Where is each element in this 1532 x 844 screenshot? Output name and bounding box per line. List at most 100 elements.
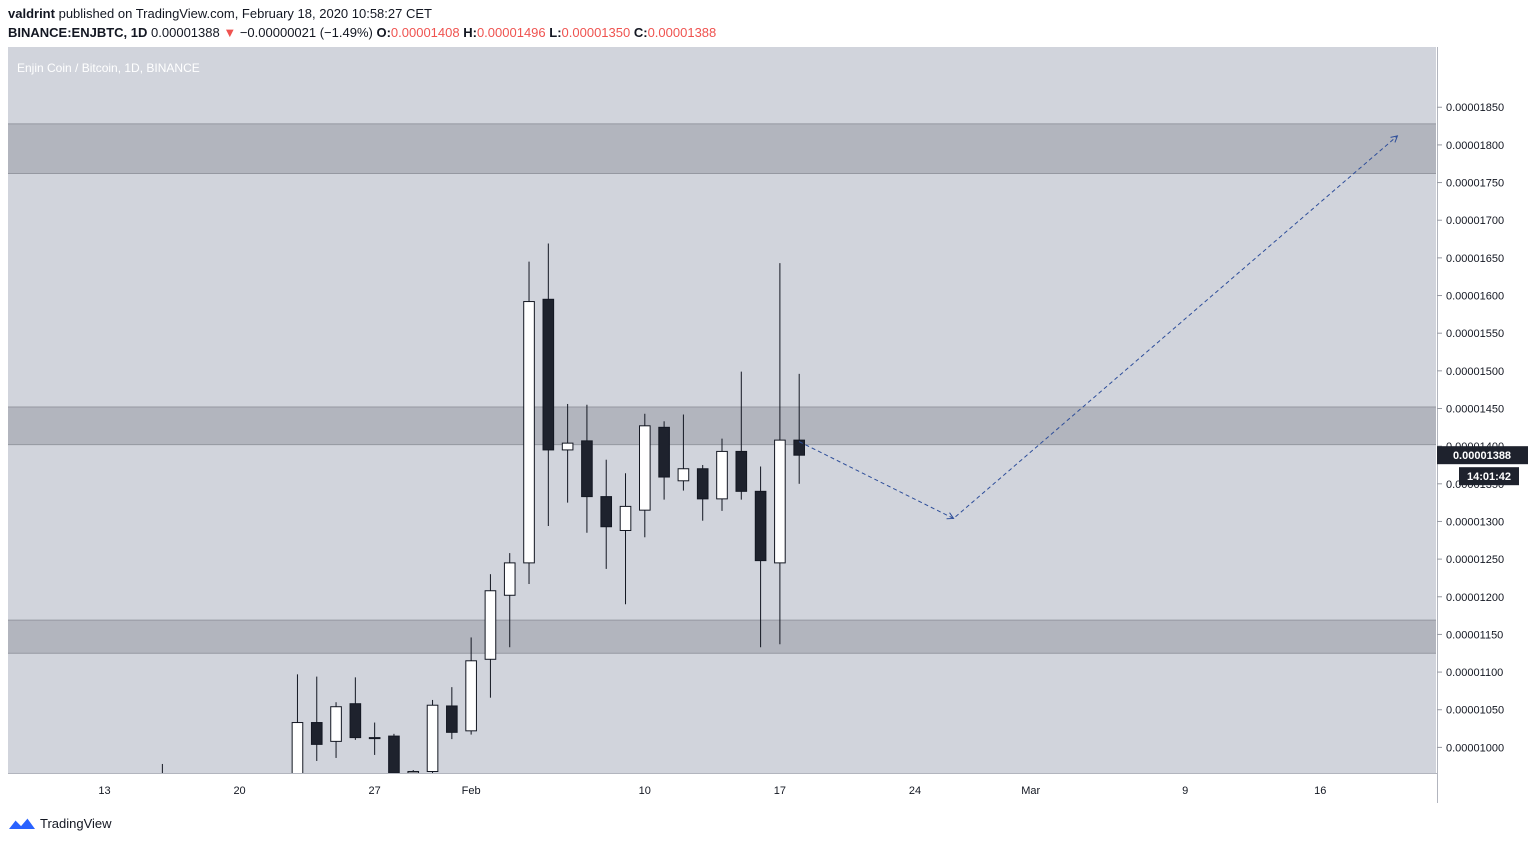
candle-body	[349, 703, 362, 739]
candle-body	[774, 439, 786, 564]
price-tick-label: 0.00001500	[1446, 366, 1504, 378]
brand-footer[interactable]: TradingView	[8, 815, 112, 831]
candle-body	[523, 301, 535, 564]
candle-2020-01-31[interactable]	[446, 687, 458, 740]
last-price-tag	[1437, 446, 1528, 465]
brand-name: TradingView	[40, 815, 112, 831]
candle-2020-02-12[interactable]	[677, 414, 690, 491]
price-tick-label: 0.00001200	[1446, 592, 1504, 604]
price-tick-label: 0.00001300	[1446, 516, 1504, 528]
projection-path[interactable]	[798, 135, 1398, 520]
candle-2020-02-15[interactable]	[735, 371, 748, 500]
time-tick-label: 27	[369, 785, 381, 797]
candle-body	[639, 425, 651, 511]
symbol-label: BINANCE:ENJBTC, 1D	[8, 25, 148, 40]
time-tick-label: 13	[98, 785, 110, 797]
candle-body	[503, 562, 516, 596]
candle-2020-01-26[interactable]	[349, 677, 362, 740]
candle-body	[716, 450, 728, 500]
candle-2020-02-13[interactable]	[696, 464, 709, 521]
published-text: published on TradingView.com, February 1…	[58, 6, 432, 21]
high-label: H:	[463, 25, 477, 40]
last-price-labels: 0.00001388 14:01:42	[1437, 446, 1528, 486]
close-label: C:	[633, 25, 648, 40]
candle-body	[426, 704, 439, 772]
price-tick-label: 0.00001000	[1446, 742, 1504, 754]
candle-body	[677, 468, 690, 482]
candle-2020-02-07[interactable]	[581, 404, 593, 533]
candle-2020-02-11[interactable]	[658, 421, 670, 500]
price-change: −0.00000021 (−1.49%)	[239, 25, 373, 40]
zone-0	[8, 123, 1436, 174]
price-tick-label: 0.00001850	[1446, 102, 1504, 114]
candle-body	[696, 468, 709, 500]
candle-body	[754, 490, 767, 562]
price-scale-bg[interactable]	[1437, 40, 1532, 780]
time-tick-label: Feb	[462, 785, 481, 797]
candle-body	[446, 705, 458, 733]
candle-body	[484, 590, 497, 660]
candle-2020-02-08[interactable]	[600, 459, 613, 569]
price-tick-label: 0.00001550	[1446, 328, 1504, 340]
low-label: L:	[549, 25, 562, 40]
zones-layer	[8, 123, 1436, 654]
time-scale-bg[interactable]	[8, 773, 1437, 803]
candle-2020-02-16[interactable]	[754, 466, 767, 648]
tradingview-logo-icon	[9, 817, 35, 829]
price-tick-label: 0.00001450	[1446, 403, 1504, 415]
candle-2020-02-14[interactable]	[716, 438, 728, 511]
time-tick-label: 16	[1314, 785, 1326, 797]
price-tick-label: 0.00001050	[1446, 705, 1504, 717]
time-tick-label: 24	[909, 785, 921, 797]
ohlc-legend: BINANCE:ENJBTC, 1D 0.00001388 ▼ −0.00000…	[8, 25, 716, 40]
time-axis: 13 20 27 Feb 10 17 24 Mar 9 16	[98, 785, 1326, 797]
candle-2020-01-28[interactable]	[388, 733, 400, 774]
last-price: 0.00001388	[151, 25, 220, 40]
close-value: 0.00001388	[647, 25, 717, 40]
candle-body	[310, 722, 323, 745]
candle-body	[407, 770, 420, 774]
candle-2020-02-02[interactable]	[484, 574, 497, 698]
price-tick-label: 0.00001700	[1446, 215, 1504, 227]
candle-2020-02-01[interactable]	[465, 637, 477, 735]
candle-2020-01-24[interactable]	[310, 676, 323, 761]
candle-2020-02-10[interactable]	[639, 413, 651, 538]
candle-body	[581, 440, 593, 498]
time-tick-label: 10	[639, 785, 651, 797]
candle-body	[542, 298, 555, 451]
price-tick-label: 0.00001600	[1446, 291, 1504, 303]
time-tick-label: 17	[774, 785, 786, 797]
change-arrow-icon: ▼	[223, 25, 237, 40]
price-tick-label: 0.00001800	[1446, 140, 1504, 152]
candles-layer	[156, 243, 805, 782]
high-value: 0.00001496	[476, 25, 546, 40]
time-tick-label: 20	[233, 785, 245, 797]
candle-body	[368, 737, 381, 740]
candle-2020-02-04[interactable]	[523, 261, 535, 584]
candle-body	[735, 450, 748, 492]
candle-2020-02-03[interactable]	[503, 553, 516, 648]
price-tick-label: 0.00001150	[1446, 629, 1503, 641]
candle-2020-01-27[interactable]	[368, 722, 381, 755]
candle-2020-01-30[interactable]	[426, 699, 439, 775]
candle-body	[793, 439, 805, 456]
time-tick-label: Mar	[1021, 785, 1040, 797]
candle-body	[619, 505, 632, 531]
last-price-tag-label: 0.00001388	[1453, 450, 1511, 462]
projection-arrow-head	[1390, 135, 1399, 143]
candle-2020-02-09[interactable]	[619, 473, 632, 605]
candle-2020-02-18[interactable]	[793, 373, 805, 484]
candle-2020-02-06[interactable]	[561, 403, 574, 503]
candle-body	[330, 706, 342, 742]
open-label: O:	[376, 25, 391, 40]
author-name[interactable]: valdrint	[8, 6, 55, 21]
time-tick-label: 9	[1182, 785, 1188, 797]
candle-body	[291, 722, 304, 779]
candle-body	[388, 735, 400, 774]
price-tick-label: 0.00001750	[1446, 178, 1504, 190]
candle-2020-02-05[interactable]	[542, 243, 555, 526]
candle-2020-01-25[interactable]	[330, 702, 342, 758]
candle-2020-02-17[interactable]	[774, 263, 786, 645]
open-value: 0.00001408	[390, 25, 460, 40]
